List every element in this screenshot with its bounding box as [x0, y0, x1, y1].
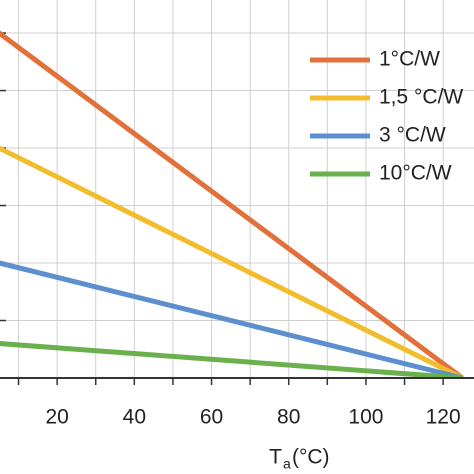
x-tick-label: 100	[348, 406, 383, 429]
x-axis-label: T	[269, 446, 282, 469]
x-axis-label-sub: a	[283, 456, 291, 472]
legend-label: 1°C/W	[379, 48, 440, 71]
x-tick-label: 40	[123, 406, 146, 429]
legend-label: 1,5 °C/W	[379, 86, 463, 109]
x-tick-label: 20	[45, 406, 68, 429]
legend-label: 10°C/W	[379, 162, 452, 185]
plot-area	[0, 30, 464, 378]
x-tick-label: 120	[426, 406, 461, 429]
series-line	[0, 30, 464, 378]
x-tick-label: 60	[200, 406, 223, 429]
series-line	[0, 145, 464, 378]
series-line	[0, 341, 463, 378]
legend-label: 3 °C/W	[379, 124, 446, 147]
x-tick-label: 80	[277, 406, 300, 429]
x-axis-label-unit: (°C)	[292, 446, 330, 469]
series-line	[0, 260, 464, 378]
